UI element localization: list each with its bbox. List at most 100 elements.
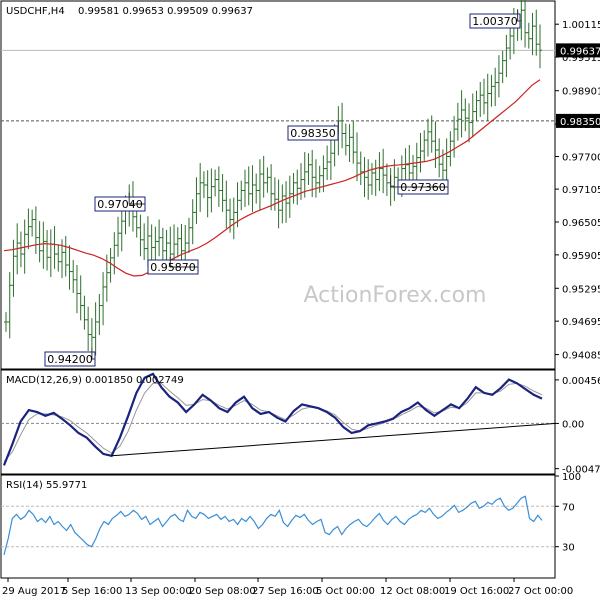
rsi-layer bbox=[1, 495, 555, 555]
price-bar bbox=[381, 148, 386, 194]
price-bar bbox=[11, 239, 16, 297]
rsi-y-tick-label: 30 bbox=[562, 543, 575, 554]
price-bar bbox=[52, 226, 57, 269]
price-bar bbox=[340, 102, 345, 149]
price-bar bbox=[175, 227, 180, 258]
price-bar bbox=[246, 166, 251, 206]
macd-y-tick-label: 0.004567 bbox=[562, 376, 600, 387]
axis-layer: 1.001150.995150.989010.982900.977000.971… bbox=[2, 20, 600, 597]
price-bar bbox=[160, 227, 165, 261]
price-bar bbox=[459, 90, 464, 138]
callout-label: 0.94200 bbox=[47, 353, 93, 366]
price-bar bbox=[93, 302, 98, 356]
price-bar bbox=[493, 67, 498, 107]
x-tick-label: 12 Oct 08:00 bbox=[380, 586, 445, 597]
price-bar bbox=[201, 171, 206, 199]
rsi-panel-title: RSI(14) 55.9771 bbox=[6, 480, 87, 491]
price-bar bbox=[377, 152, 382, 192]
price-y-tick-label: 0.94695 bbox=[562, 317, 600, 328]
current-price-tag: 0.99637 bbox=[556, 43, 600, 58]
price-bar bbox=[183, 224, 188, 266]
moving-average-line bbox=[3, 79, 541, 277]
price-y-tick-label: 0.95905 bbox=[562, 251, 600, 262]
price-bar bbox=[82, 295, 87, 330]
price-bar bbox=[145, 216, 150, 267]
price-bar bbox=[138, 214, 143, 257]
x-tick-label: 27 Oct 00:00 bbox=[508, 586, 573, 597]
price-bar bbox=[347, 124, 352, 162]
current-price-tag-bg bbox=[556, 43, 600, 58]
price-bar bbox=[250, 165, 255, 212]
price-bar bbox=[325, 145, 330, 181]
price-bar bbox=[384, 163, 389, 196]
macd-panel-frame bbox=[0, 369, 556, 475]
price-bar bbox=[362, 157, 367, 198]
price-bar bbox=[418, 132, 423, 173]
price-bar bbox=[422, 130, 427, 161]
x-tick-label: 19 Oct 16:00 bbox=[444, 586, 509, 597]
price-bar bbox=[444, 138, 449, 185]
macd-signal-line bbox=[3, 382, 543, 462]
macd-layer bbox=[1, 372, 557, 466]
price-bar bbox=[220, 174, 225, 212]
callout-label: 0.97360 bbox=[400, 181, 446, 194]
price-bar bbox=[198, 163, 203, 212]
price-bar bbox=[455, 102, 460, 141]
price-bar bbox=[239, 180, 244, 211]
swing-callout: 0.95870 bbox=[147, 256, 199, 275]
price-bar bbox=[97, 294, 102, 336]
price-bar bbox=[89, 318, 94, 349]
x-tick-label: 29 Aug 2017 bbox=[2, 586, 66, 597]
price-bar bbox=[474, 90, 479, 122]
price-layer: 1.00370 0.98350 0.97040 0.95870 0.97360 0.942… bbox=[1, 0, 555, 367]
price-bar bbox=[63, 235, 68, 277]
price-bar bbox=[425, 118, 430, 157]
price-bar bbox=[429, 115, 434, 153]
price-bar bbox=[209, 168, 214, 213]
price-ohlc-readout: 0.99581 0.99653 0.99509 0.99637 bbox=[78, 6, 253, 17]
price-bar bbox=[254, 173, 259, 204]
price-bar bbox=[481, 78, 486, 115]
price-bar bbox=[216, 166, 221, 207]
price-bar bbox=[37, 221, 42, 263]
price-bar bbox=[235, 182, 240, 228]
price-bar bbox=[463, 98, 468, 132]
price-bar bbox=[101, 272, 106, 326]
rsi-y-tick-label: 70 bbox=[562, 502, 575, 513]
price-bar bbox=[231, 197, 236, 240]
x-tick-label: 20 Sep 08:00 bbox=[189, 586, 256, 597]
price-y-tick-label: 0.94085 bbox=[562, 351, 600, 362]
price-bar bbox=[86, 306, 91, 352]
price-bar bbox=[242, 169, 247, 207]
macd-y-tick-label: 0.00 bbox=[562, 419, 584, 430]
price-bar bbox=[4, 312, 8, 332]
callout-leader bbox=[517, 10, 520, 22]
price-bar bbox=[7, 272, 12, 339]
callout-label: 0.95870 bbox=[150, 261, 196, 274]
price-bar bbox=[284, 181, 289, 223]
price-bar bbox=[526, 22, 531, 49]
price-bar bbox=[116, 216, 121, 257]
price-bar bbox=[33, 206, 38, 255]
price-bar bbox=[485, 73, 490, 121]
price-bar bbox=[414, 142, 419, 187]
price-bar bbox=[272, 177, 277, 211]
price-bar bbox=[313, 159, 318, 198]
price-bar bbox=[104, 254, 109, 302]
price-bar bbox=[467, 103, 472, 143]
callout-label: 1.00370 bbox=[472, 15, 518, 28]
price-y-tick-label: 0.99515 bbox=[562, 53, 600, 64]
price-bar bbox=[538, 24, 542, 69]
price-bar bbox=[269, 164, 274, 211]
price-bar bbox=[41, 221, 46, 269]
rsi-line bbox=[3, 495, 543, 555]
macd-panel-title: MACD(12,26,9) 0.001850 0.002749 bbox=[6, 375, 184, 386]
price-bar bbox=[261, 155, 266, 198]
price-bar bbox=[149, 224, 154, 261]
price-bar bbox=[295, 169, 300, 205]
price-y-tick-label: 1.00115 bbox=[562, 20, 600, 31]
price-bar bbox=[276, 179, 281, 229]
macd-line bbox=[2, 372, 543, 466]
price-bar bbox=[489, 74, 494, 107]
